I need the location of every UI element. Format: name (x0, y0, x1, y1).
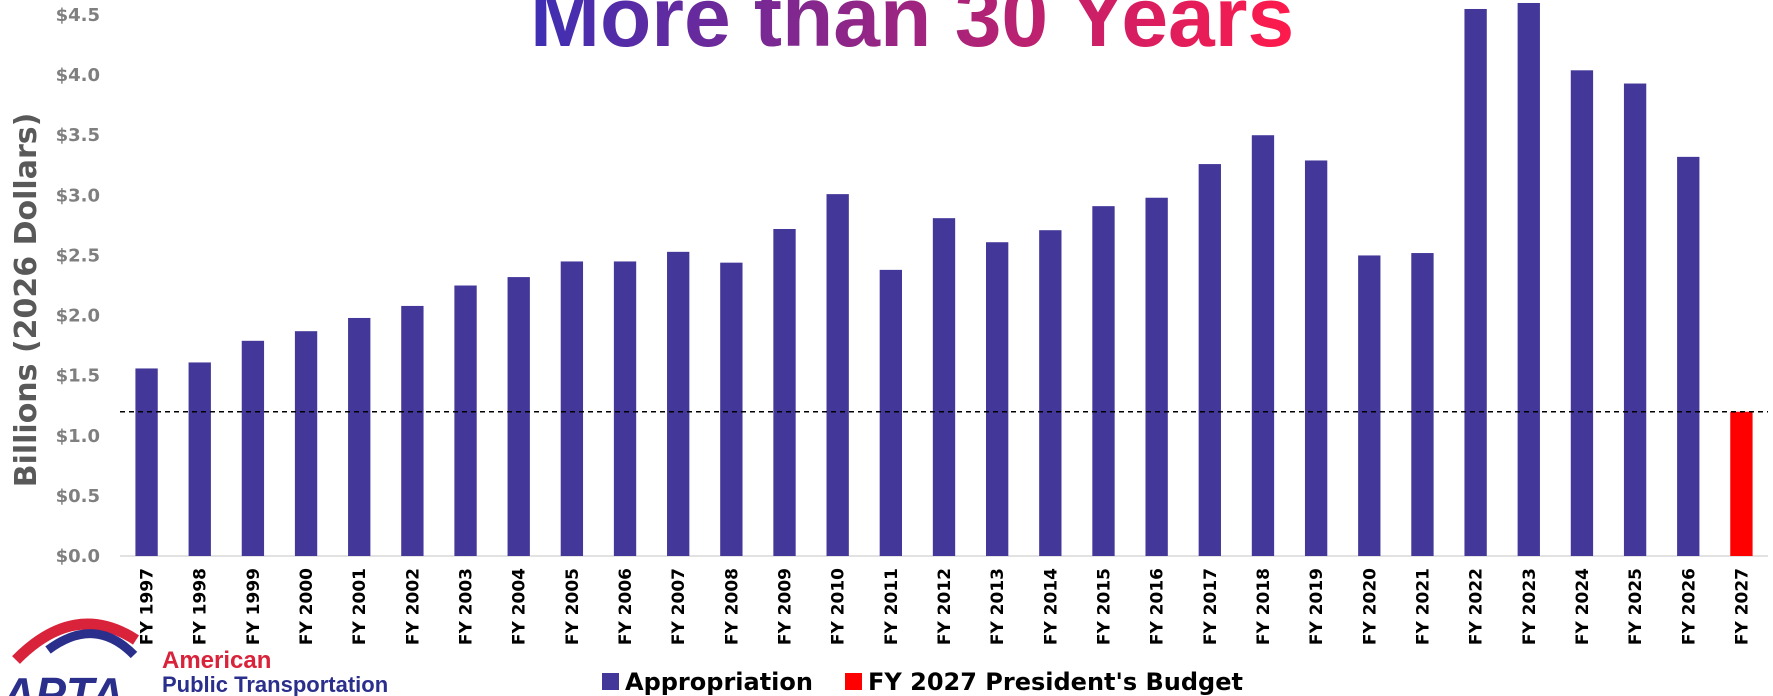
chart-title: More than 30 Years (530, 0, 1294, 64)
logo-line-2: Public Transportation (162, 672, 388, 696)
bar-appropriation (985, 242, 1009, 556)
x-tick-label: FY 1999 (244, 568, 264, 645)
logo-arc-red (12, 618, 140, 664)
chart-title-part2: 30 Years (955, 0, 1295, 64)
bar-appropriation (1517, 2, 1540, 556)
bar-appropriation (1677, 156, 1700, 556)
bar-appropriation (773, 228, 796, 557)
bar-appropriation (613, 261, 637, 556)
y-tick-label: $4.0 (56, 65, 100, 86)
bar-appropriation (560, 261, 584, 556)
bar-appropriation (1039, 230, 1062, 556)
x-tick-label: FY 2027 (1732, 568, 1752, 645)
x-tick-label: FY 2016 (1148, 568, 1168, 645)
bar-appropriation (1092, 206, 1115, 557)
x-tick-label: FY 2006 (616, 568, 636, 645)
bar-appropriation (1358, 255, 1381, 556)
x-tick-label: FY 2017 (1201, 568, 1221, 645)
chart-title-part1: More than (530, 0, 955, 64)
y-tick-label: $4.5 (56, 5, 100, 26)
bar-appropriation (826, 194, 849, 556)
y-tick-label: $1.0 (56, 426, 100, 447)
x-tick-label: FY 2003 (457, 568, 477, 645)
x-tick-label: FY 2024 (1573, 568, 1593, 645)
legend-swatch-budget (845, 673, 862, 690)
bar-appropriation (1304, 160, 1328, 557)
x-tick-label: FY 2014 (1041, 568, 1061, 645)
x-tick-label: FY 2026 (1679, 568, 1699, 645)
x-tick-label: FY 1998 (191, 568, 211, 645)
y-tick-label: $3.5 (56, 125, 100, 146)
logo-word: APTA (1, 668, 124, 696)
x-tick-label: FY 2000 (297, 568, 317, 645)
y-tick-label: $2.5 (56, 245, 100, 266)
x-tick-label: FY 2001 (350, 568, 370, 645)
bars (135, 2, 1753, 557)
bar-appropriation (401, 305, 424, 556)
bar-appropriation (1251, 135, 1275, 556)
x-tick-label: FY 2021 (1413, 568, 1433, 645)
x-tick-label: FY 2002 (403, 568, 423, 645)
bar-appropriation (879, 269, 903, 556)
x-tick-label: FY 2007 (669, 568, 689, 645)
bar-appropriation (454, 285, 477, 556)
x-tick-label: FY 2004 (510, 568, 530, 645)
bar-appropriation (667, 251, 690, 557)
bar-appropriation (1411, 253, 1434, 557)
apta-logo: APTA American Public Transportation (1, 618, 388, 696)
bar-appropriation (135, 368, 158, 556)
x-tick-label: FY 2018 (1254, 568, 1274, 645)
bar-appropriation (348, 317, 371, 556)
bar-appropriation (294, 331, 318, 556)
x-tick-label: FY 2013 (988, 568, 1008, 645)
bar-appropriation (720, 262, 743, 556)
bar-appropriation (1464, 8, 1487, 556)
bar-appropriation (1145, 197, 1168, 556)
y-axis-ticks: $0.0 $0.5 $1.0 $1.5 $2.0 $2.5 $3.0 $3.5 $4.0 $4.5 (56, 5, 100, 567)
x-tick-label: FY 2022 (1467, 568, 1487, 645)
legend-label-appropriation: Appropriation (625, 668, 813, 696)
x-tick-label: FY 2020 (1360, 568, 1380, 645)
x-tick-label: FY 2009 (776, 568, 796, 645)
y-axis-label: Billions (2026 Dollars) (9, 113, 44, 488)
bar-appropriation (1570, 70, 1594, 557)
x-tick-label: FY 2012 (935, 568, 955, 645)
bar-appropriation (1623, 83, 1647, 556)
bar-appropriation (188, 362, 211, 556)
bar-appropriation (932, 218, 956, 557)
x-tick-label: FY 2023 (1520, 568, 1540, 645)
bar-appropriation (1198, 164, 1221, 556)
y-tick-label: $3.0 (56, 185, 100, 206)
bar-presidents-budget (1730, 411, 1753, 556)
legend-swatch-appropriation (602, 673, 619, 690)
logo-line-1: American (162, 647, 271, 674)
bar-appropriation (507, 277, 530, 556)
x-tick-label: FY 2015 (1094, 568, 1114, 645)
y-tick-label: $2.0 (56, 306, 100, 327)
x-tick-label: FY 1997 (138, 568, 158, 645)
bar-appropriation (241, 340, 265, 556)
x-tick-label: FY 2025 (1626, 568, 1646, 645)
x-tick-label: FY 2011 (882, 568, 902, 645)
legend-label-budget: FY 2027 President's Budget (868, 668, 1243, 696)
x-axis-ticks: FY 1997 FY 1998 FY 1999 FY 2000 FY 2001 FY 20… (138, 568, 1753, 645)
x-tick-label: FY 2005 (563, 568, 583, 645)
x-tick-label: FY 2008 (722, 568, 742, 645)
x-tick-label: FY 2019 (1307, 568, 1327, 645)
y-tick-label: $0.5 (56, 486, 100, 507)
logo-arc-blue (45, 629, 138, 659)
legend: Appropriation FY 2027 President's Budget (602, 668, 1243, 696)
y-tick-label: $1.5 (56, 366, 100, 387)
x-tick-label: FY 2010 (829, 568, 849, 645)
y-tick-label: $0.0 (56, 546, 100, 567)
